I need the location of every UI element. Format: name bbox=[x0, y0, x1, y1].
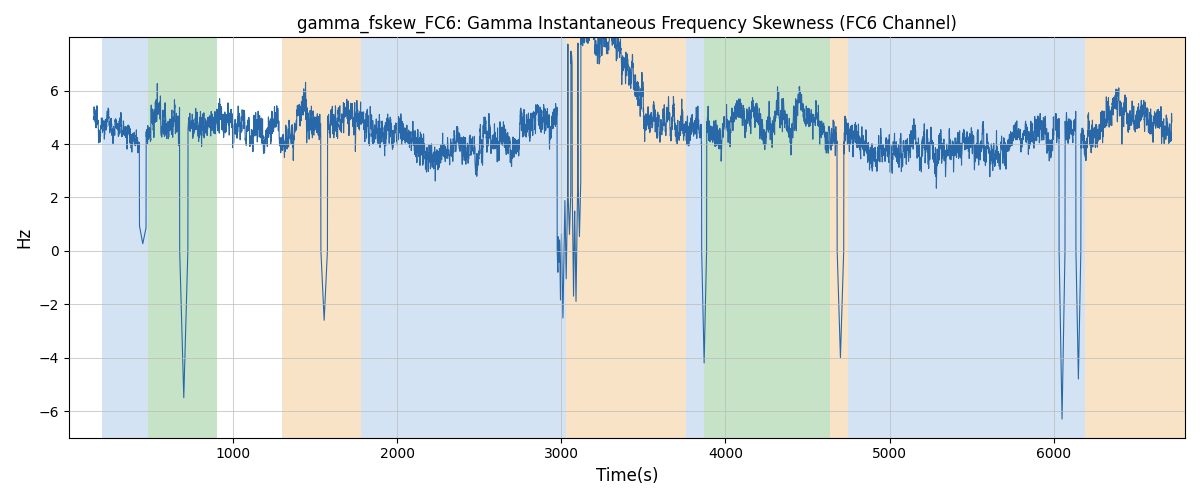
Bar bbox=[830, 38, 848, 438]
Title: gamma_fskew_FC6: Gamma Instantaneous Frequency Skewness (FC6 Channel): gamma_fskew_FC6: Gamma Instantaneous Fre… bbox=[296, 15, 956, 34]
Bar bbox=[566, 38, 686, 438]
Y-axis label: Hz: Hz bbox=[16, 227, 34, 248]
Bar bbox=[1085, 38, 1184, 438]
Bar bbox=[1008, 38, 1085, 438]
Bar bbox=[361, 38, 554, 438]
Bar bbox=[848, 38, 1008, 438]
Bar bbox=[686, 38, 704, 438]
Bar bbox=[148, 38, 216, 438]
Bar bbox=[282, 38, 361, 438]
Bar bbox=[102, 38, 148, 438]
Bar bbox=[704, 38, 830, 438]
Bar bbox=[554, 38, 566, 438]
X-axis label: Time(s): Time(s) bbox=[595, 467, 658, 485]
